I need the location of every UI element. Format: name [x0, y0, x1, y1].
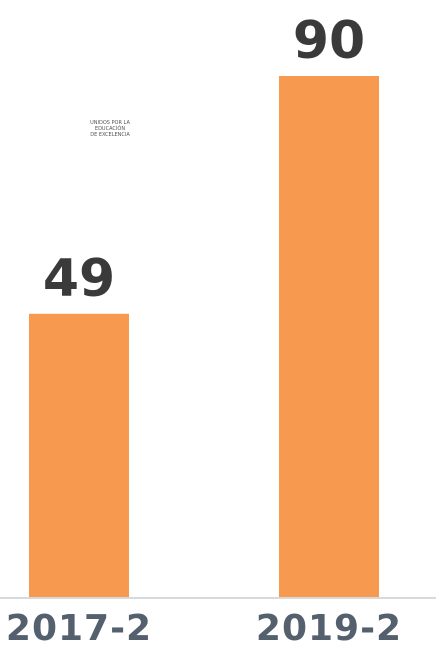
- value-label-2019-2: 90: [293, 11, 365, 71]
- watermark-line-1: UNIDOS POR LA: [90, 120, 130, 126]
- watermark-line-2: EDUCACIÓN: [94, 126, 126, 132]
- value-label-2017-2: 49: [43, 249, 115, 309]
- bar-2019-2: [279, 76, 379, 598]
- category-label-2017-2: 2017-2: [6, 608, 152, 647]
- category-labels-group: 2017-2 2019-2: [6, 608, 402, 647]
- bars-group: [29, 76, 379, 598]
- logo-watermark: UNIDOS POR LA EDUCACIÓN DE EXCELENCIA: [62, 120, 158, 138]
- bar-2017-2: [29, 313, 129, 598]
- watermark-line-3: DE EXCELENCIA: [90, 132, 130, 138]
- category-label-2019-2: 2019-2: [256, 608, 402, 647]
- value-labels-group: 49 90: [43, 11, 365, 309]
